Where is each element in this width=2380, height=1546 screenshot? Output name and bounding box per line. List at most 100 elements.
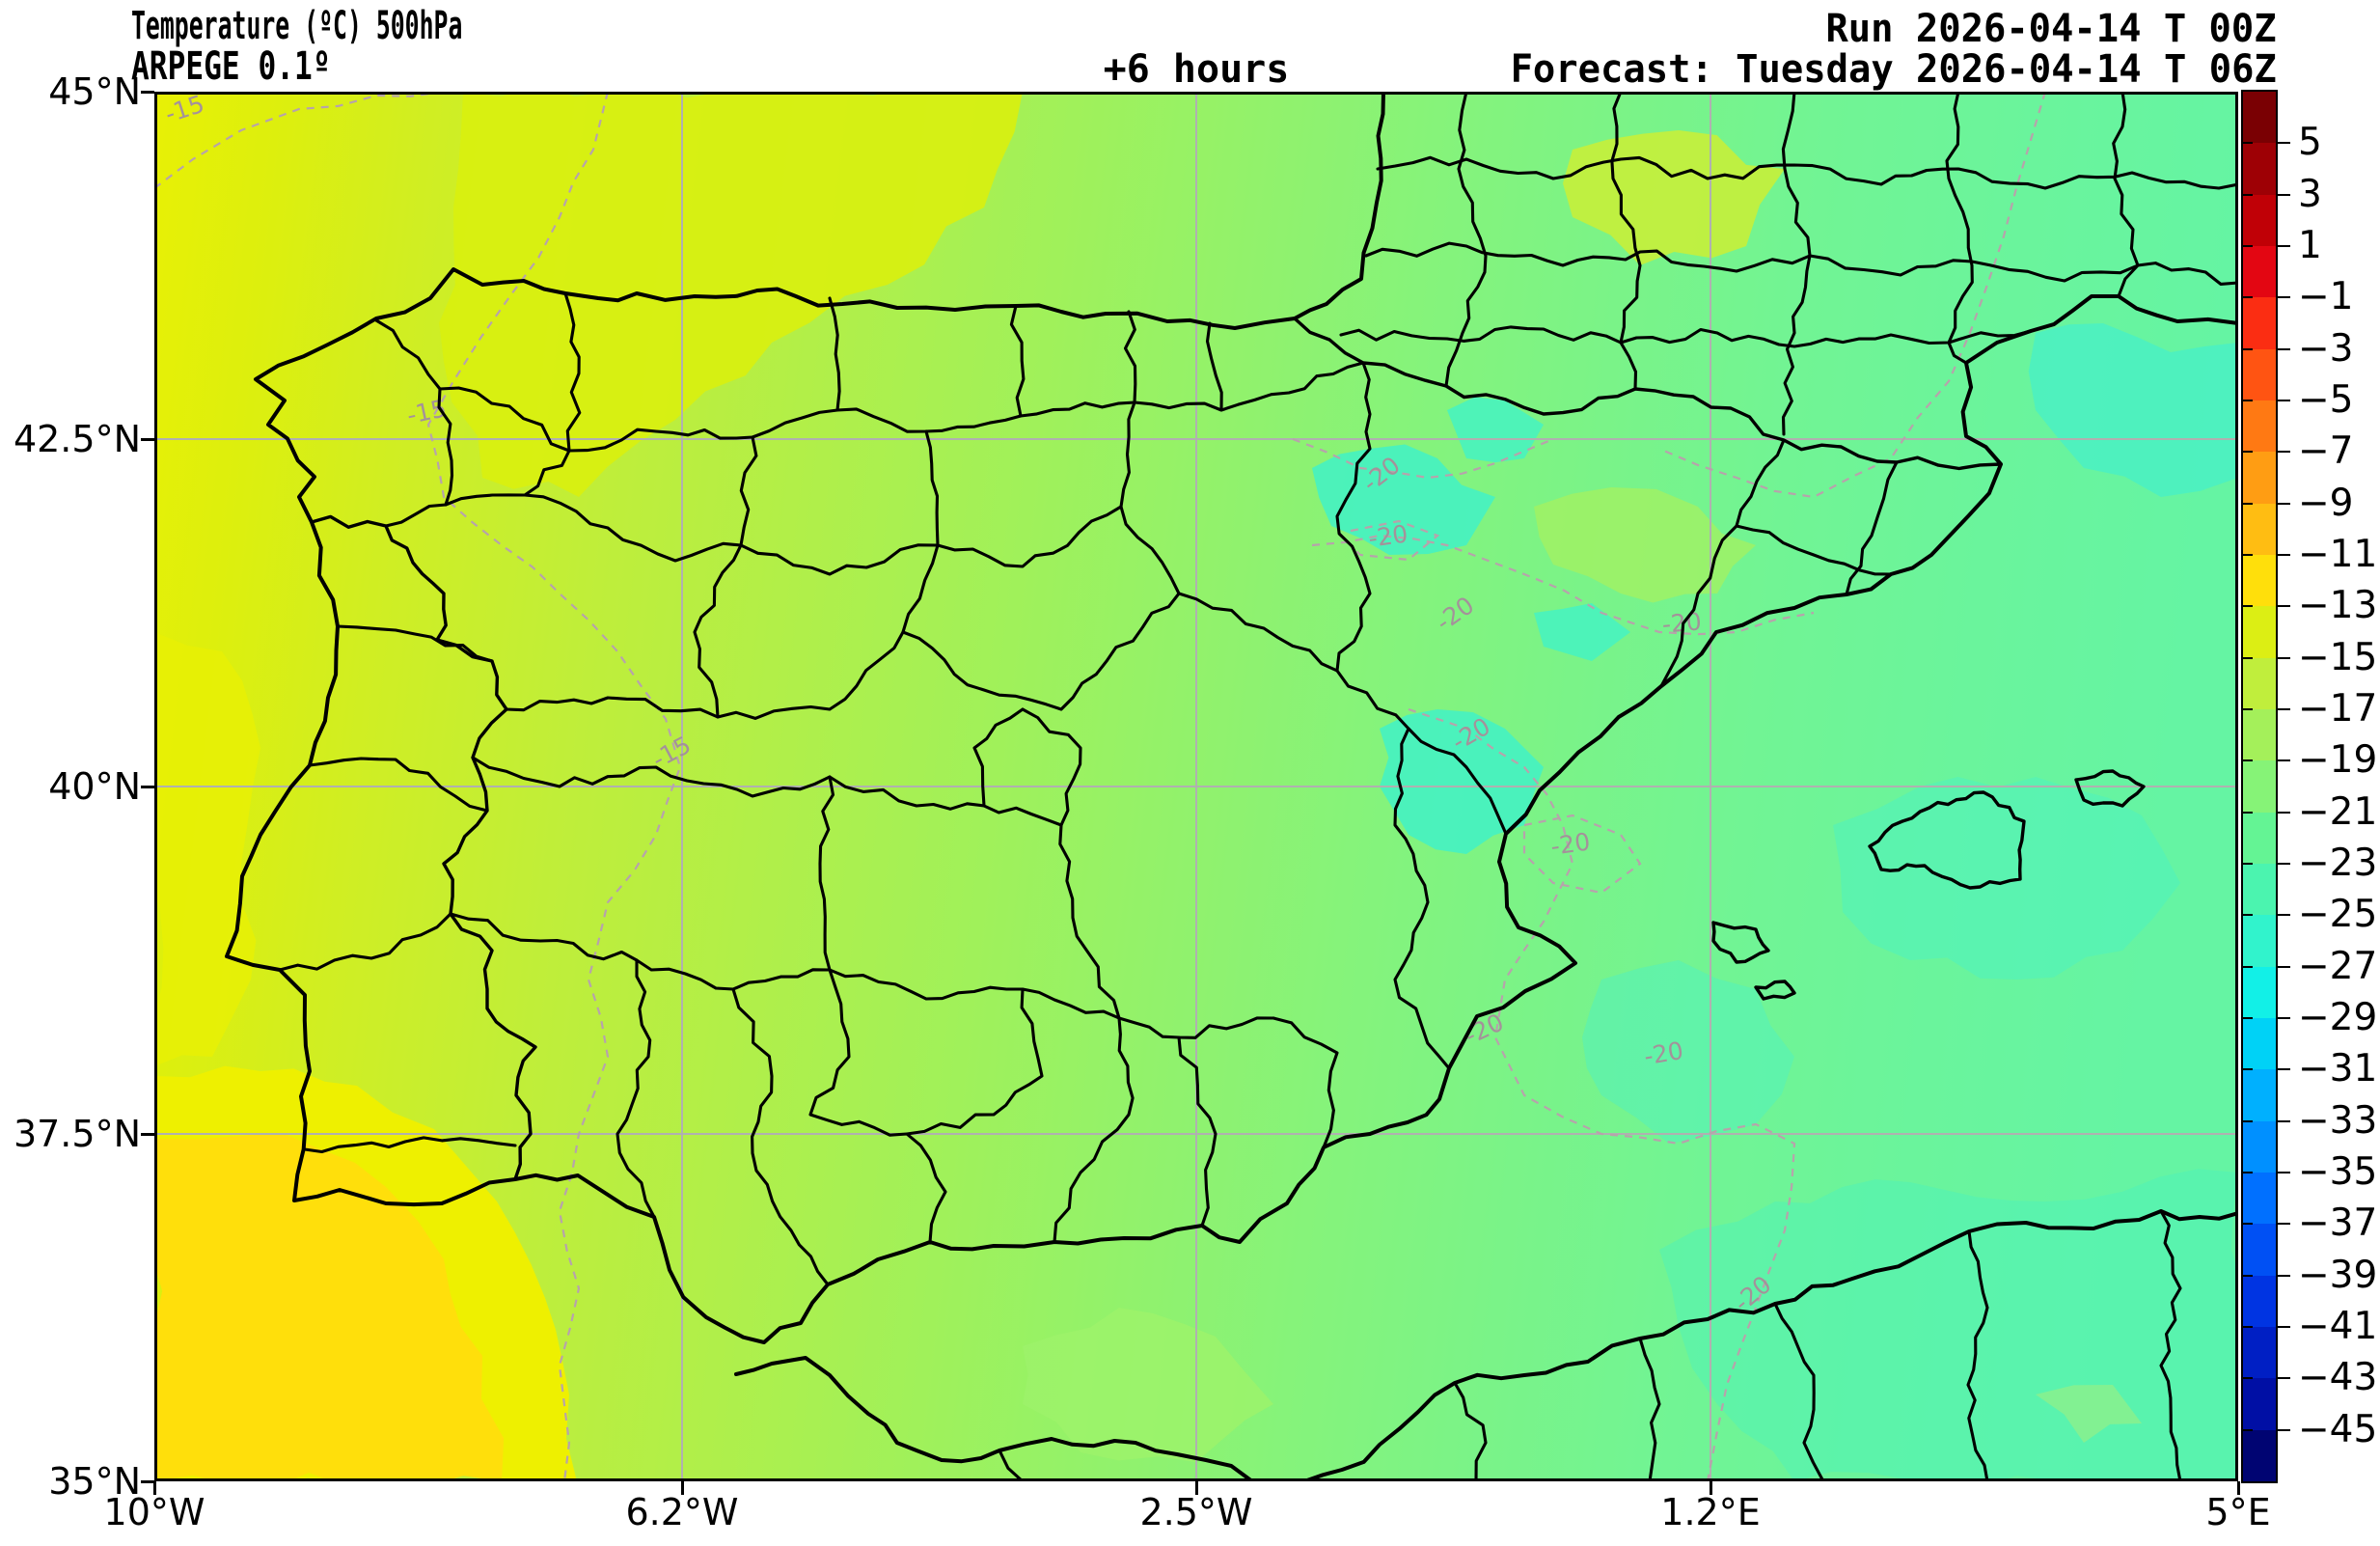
admin-boundary: [734, 1356, 1254, 1481]
colorbar-tick-inner: [2243, 914, 2253, 917]
temperature-patch: [1534, 603, 1630, 661]
colorbar-segment: [2243, 1327, 2276, 1379]
colorbar-tick-label: −45: [2298, 1407, 2378, 1451]
colorbar-segment: [2243, 1120, 2276, 1173]
admin-boundary: [2074, 769, 2146, 808]
admin-boundary: [1293, 92, 1385, 320]
lead-time-label: +6 hours: [1103, 47, 1290, 92]
colorbar-tick: [2276, 1274, 2290, 1277]
colorbar-tick: [2276, 347, 2290, 350]
admin-boundary: [998, 1449, 1025, 1481]
colorbar-tick: [2276, 193, 2290, 196]
y-axis-tick: [141, 1479, 154, 1483]
x-axis-tick: [2236, 1481, 2240, 1495]
admin-boundary: [505, 592, 1339, 720]
colorbar-tick-label: −23: [2298, 842, 2378, 885]
admin-boundary: [972, 707, 1082, 827]
admin-boundary: [1009, 304, 1026, 418]
colorbar-tick-inner: [2243, 1017, 2253, 1019]
colorbar-tick-inner: [2243, 605, 2253, 608]
admin-boundary: [1711, 921, 1770, 964]
colorbar-tick: [2276, 245, 2290, 247]
colorbar-segment: [2243, 1275, 2276, 1328]
colorbar-segment: [2243, 1018, 2276, 1070]
colorbar-tick-inner: [2243, 1172, 2253, 1173]
colorbar-tick: [2276, 605, 2290, 608]
admin-boundary: [818, 775, 835, 972]
y-axis-tick: [141, 90, 154, 94]
temperature-patch: [154, 1132, 505, 1481]
x-axis-label-1: 6.2°W: [625, 1491, 739, 1533]
temperature-contour-line: [1311, 534, 1815, 636]
colorbar-tick: [2276, 965, 2290, 968]
admin-boundary: [1453, 1381, 1488, 1481]
temperature-contour-line: [426, 92, 682, 1481]
temperature-patch: [1582, 960, 1794, 1144]
colorbar-segment: [2243, 297, 2276, 350]
chart-title: Temperature (ºC) 500hPa: [131, 4, 463, 48]
admin-boundary: [808, 968, 947, 1244]
colorbar-tick-label: −5: [2298, 378, 2354, 422]
colorbar-tick-label: −31: [2298, 1047, 2378, 1091]
colorbar-tick-label: −25: [2298, 893, 2378, 937]
admin-boundary: [1845, 460, 1899, 596]
admin-boundary: [1735, 524, 1893, 576]
admin-boundary: [1966, 1229, 1989, 1481]
colorbar-tick-label: −29: [2298, 996, 2378, 1039]
admin-boundary: [1272, 1016, 1339, 1149]
colorbar-segment: [2243, 966, 2276, 1019]
admin-boundary: [616, 958, 656, 1219]
colorbar-tick-inner: [2243, 400, 2253, 401]
colorbar-tick: [2276, 400, 2290, 401]
colorbar-tick: [2276, 1017, 2290, 1019]
temperature-patch: [2028, 323, 2238, 497]
colorbar-segment: [2243, 657, 2276, 710]
colorbar-tick-inner: [2243, 296, 2253, 299]
admin-boundary: [384, 291, 582, 528]
admin-boundary: [1868, 790, 2026, 890]
colorbar-tick: [2276, 142, 2290, 145]
colorbar-tick-label: −35: [2298, 1150, 2378, 1194]
colorbar-tick: [2276, 451, 2290, 454]
admin-boundary: [471, 756, 986, 811]
colorbar-tick-inner: [2243, 245, 2253, 247]
colorbar-tick-inner: [2243, 1377, 2253, 1380]
admin-boundary: [336, 624, 494, 663]
colorbar-tick: [2276, 811, 2290, 814]
temperature-contour-line: [1408, 707, 1796, 1481]
temperature-patch: [1447, 397, 1544, 463]
admin-boundary: [828, 296, 841, 412]
axes-spine: [154, 92, 2238, 1481]
colorbar-tick: [2276, 1172, 2290, 1173]
x-axis-label-0: 10°W: [103, 1491, 205, 1533]
colorbar-tick-label: −41: [2298, 1305, 2378, 1348]
forecast-time-label: Forecast: Tuesday 2026-04-14 T 06Z: [1510, 47, 2277, 92]
colorbar-tick-inner: [2243, 863, 2253, 865]
admin-boundary: [374, 318, 454, 507]
admin-boundary: [731, 987, 830, 1286]
x-axis-tick: [1709, 1481, 1712, 1495]
admin-boundary: [1364, 241, 2238, 286]
admin-boundary: [1335, 669, 1508, 836]
colorbar-tick: [2276, 296, 2290, 299]
colorbar-tick-inner: [2243, 451, 2253, 454]
colorbar-segment: [2243, 760, 2276, 814]
colorbar-tick-label: −43: [2298, 1356, 2378, 1400]
colorbar-segment: [2243, 452, 2276, 505]
colorbar-tick-label: −9: [2298, 481, 2354, 525]
colorbar-tick: [2276, 1068, 2290, 1071]
temperature-patch: [1380, 709, 1544, 854]
colorbar-segment: [2243, 812, 2276, 865]
colorbar-segment: [2243, 1378, 2276, 1431]
colorbar-tick: [2276, 656, 2290, 659]
admin-boundary: [905, 987, 1044, 1136]
x-axis-label-2: 2.5°W: [1139, 1491, 1253, 1533]
colorbar-tick-inner: [2243, 1274, 2253, 1277]
colorbar-tick: [2276, 759, 2290, 762]
admin-boundary: [523, 493, 1123, 576]
admin-boundary: [1444, 92, 1488, 388]
admin-boundary: [308, 757, 489, 813]
colorbar-tick-inner: [2243, 1326, 2253, 1328]
colorbar-tick: [2276, 1223, 2290, 1226]
admin-boundary: [1293, 317, 2003, 471]
